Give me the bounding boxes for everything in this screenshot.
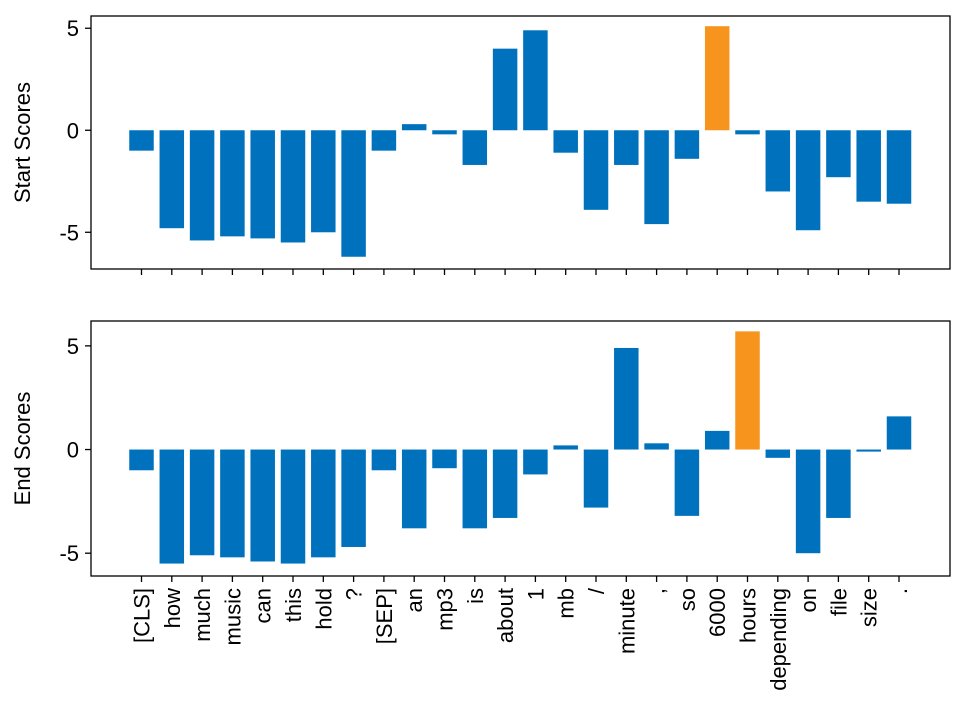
y-tick-label: 5	[67, 16, 79, 41]
bar-1-20	[735, 331, 760, 450]
bar-1-0	[129, 449, 154, 471]
x-tick-label: file	[826, 588, 851, 616]
axes-frame	[90, 320, 951, 577]
bar-1-12	[492, 449, 518, 518]
bar-1-21	[765, 449, 791, 458]
bar-1-8	[371, 449, 397, 471]
x-tick-label: so	[675, 588, 700, 611]
bar-1-3	[220, 449, 245, 558]
x-tick-label: size	[857, 588, 882, 627]
start-scores-panel: 5 0 -5 Start Scores	[10, 15, 951, 275]
bar-1-15	[583, 449, 609, 508]
x-tick-label: about	[493, 588, 518, 643]
x-tick-label: mp3	[433, 588, 458, 631]
bar-0-22	[795, 130, 821, 231]
y-axis-title: End Scores	[10, 392, 35, 506]
bar-1-10	[432, 449, 457, 469]
y-tick-label: 0	[67, 438, 79, 463]
bar-0-25	[886, 130, 912, 204]
bar-0-5	[280, 130, 306, 243]
bar-1-13	[523, 449, 548, 475]
y-tick-label: -5	[59, 541, 79, 566]
x-tick-label: this	[281, 588, 306, 622]
bar-0-24	[856, 130, 881, 202]
bar-1-4	[250, 449, 275, 562]
x-tick-label: on	[796, 588, 821, 612]
bar-0-7	[341, 130, 366, 257]
bar-1-14	[553, 445, 578, 450]
x-tick-label: [SEP]	[372, 588, 397, 644]
bar-0-18	[674, 130, 700, 159]
bar-1-22	[795, 449, 821, 554]
y-tick-label: 0	[67, 118, 79, 143]
x-tick-label: music	[220, 588, 245, 645]
bar-0-21	[765, 130, 791, 192]
x-tick-label: 6000	[705, 588, 730, 637]
y-tick-label: 5	[67, 334, 79, 359]
bar-1-9	[401, 449, 427, 529]
bar-0-23	[826, 130, 851, 178]
x-tick-label: minute	[614, 588, 639, 654]
bar-0-10	[432, 130, 457, 135]
x-tick-label: can	[251, 588, 276, 623]
y-tick-label: -5	[59, 220, 79, 245]
x-tick-label: .	[887, 588, 912, 594]
bar-0-0	[129, 130, 154, 151]
bar-1-1	[159, 449, 185, 564]
bar-1-23	[826, 449, 851, 518]
x-tick-label: depending	[766, 588, 791, 691]
bar-1-6	[311, 449, 336, 558]
axes-frame	[90, 15, 951, 270]
x-tick-label: hours	[736, 588, 761, 643]
bar-0-1	[159, 130, 185, 229]
x-tick-label: is	[463, 588, 488, 604]
bar-0-6	[311, 130, 336, 233]
bar-0-11	[462, 130, 488, 165]
bar-0-19	[704, 26, 730, 131]
bar-0-12	[492, 48, 518, 131]
bar-0-16	[614, 130, 639, 165]
x-tick-label: an	[402, 588, 427, 612]
bar-1-25	[886, 416, 912, 450]
bar-1-24	[856, 449, 881, 452]
y-axis-title: Start Scores	[10, 82, 35, 203]
bar-1-16	[614, 347, 639, 450]
bar-0-4	[250, 130, 275, 239]
bar-1-7	[341, 449, 366, 547]
x-tick-label: how	[160, 588, 185, 628]
x-tick-label: ,	[645, 588, 670, 594]
bar-0-9	[401, 124, 427, 131]
bar-0-2	[189, 130, 215, 241]
bar-1-19	[704, 430, 730, 450]
bar-1-17	[644, 443, 669, 450]
bar-0-17	[644, 130, 669, 225]
bar-0-13	[523, 30, 548, 131]
x-tick-label: much	[190, 588, 215, 642]
x-tick-label: mb	[554, 588, 579, 619]
bar-1-2	[189, 449, 215, 556]
x-tick-label: /	[584, 587, 609, 594]
bar-1-18	[674, 449, 700, 516]
bar-1-11	[462, 449, 488, 529]
bar-0-8	[371, 130, 397, 151]
x-tick-label: ?	[342, 588, 367, 600]
x-tick-label: 1	[523, 588, 548, 600]
bar-1-5	[280, 449, 306, 564]
bar-0-3	[220, 130, 245, 237]
bar-0-15	[583, 130, 609, 210]
x-tick-label: hold	[311, 588, 336, 630]
bar-0-20	[735, 130, 760, 135]
x-tick-label: [CLS]	[130, 588, 155, 643]
bar-0-14	[553, 130, 578, 153]
